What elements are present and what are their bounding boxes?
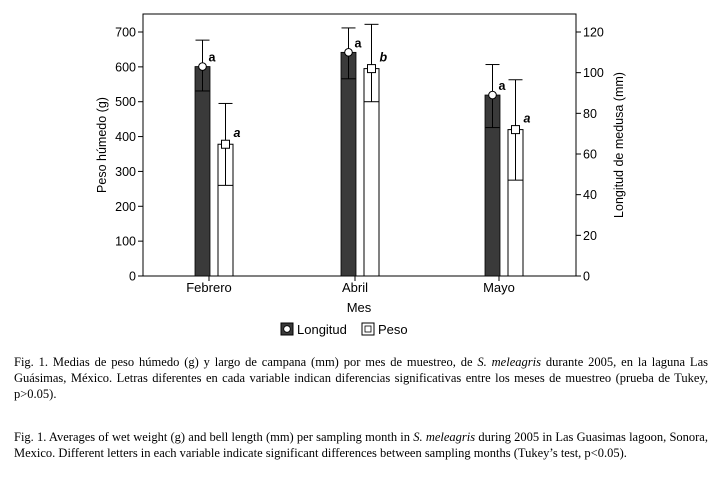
left-tick-label: 300 [115,165,136,179]
left-tick-label: 400 [115,130,136,144]
marker-peso [511,125,520,135]
category-label: Abril [342,280,368,295]
bar-longitud [194,66,211,277]
left-tick-label: 600 [115,60,136,74]
marker-peso [221,139,230,149]
category-label: Febrero [186,280,232,295]
legend-label-longitud: Longitud [297,322,347,337]
letter-longitud: a [209,51,217,65]
left-axis-ticks: 0 100 200 300 400 500 600 700 [115,26,143,284]
right-tick-label: 100 [583,66,604,80]
letter-peso: b [380,51,388,65]
caption-es-part1: Fig. 1. Medias de peso húmedo (g) y larg… [14,355,478,369]
left-tick-label: 700 [115,26,136,40]
letter-peso: a [524,112,531,126]
letter-longitud: a [355,36,363,50]
letter-longitud: a [499,79,507,93]
x-axis-label: Mes [347,300,372,315]
right-tick-label: 120 [583,26,604,40]
right-tick-label: 80 [583,107,597,121]
caption-en-part1: Fig. 1. Averages of wet weight (g) and b… [14,430,414,444]
left-tick-label: 100 [115,235,136,249]
right-tick-label: 60 [583,148,597,162]
right-tick-label: 40 [583,188,597,202]
y-axis-label-left: Peso húmedo (g) [95,97,109,193]
caption-spanish: Fig. 1. Medias de peso húmedo (g) y larg… [14,354,708,402]
plot-frame [142,13,577,277]
bar-chart: 0 100 200 300 400 500 600 700 0 20 40 60 80 100 120 a… [95,13,626,337]
left-tick-label: 200 [115,200,136,214]
caption-en-species: S. meleagris [413,430,476,444]
caption-en-part2: during 2005 in Las Guasimas lagoon, Sono… [14,430,708,460]
legend-marker-longitud [283,325,291,333]
right-axis-ticks: 0 20 40 60 80 100 120 [576,26,604,284]
legend-label-peso: Peso [378,322,408,337]
caption-es-part2: durante 2005, en la laguna Las Guásimas,… [14,355,708,401]
marker-longitud [198,62,207,71]
marker-peso [367,64,376,74]
bar-longitud [340,51,357,277]
right-tick-label: 0 [583,270,590,284]
caption-es-species: S. meleagris [477,355,541,369]
category-label: Mayo [483,280,515,295]
category-labels: Febrero Abril Mayo [186,276,515,295]
caption-english: Fig. 1. Averages of wet weight (g) and b… [14,429,708,461]
left-tick-label: 0 [129,270,136,284]
right-tick-label: 20 [583,229,597,243]
y-axis-label-right: Longitud de medusa (mm) [612,72,626,218]
marker-longitud [344,48,353,57]
marker-longitud [488,90,497,100]
legend-marker-peso [364,325,372,333]
legend: Longitud Peso [280,322,408,337]
bars-layer: a a a b a a [194,23,531,277]
letter-peso: a [234,126,241,140]
left-tick-label: 500 [115,95,136,109]
